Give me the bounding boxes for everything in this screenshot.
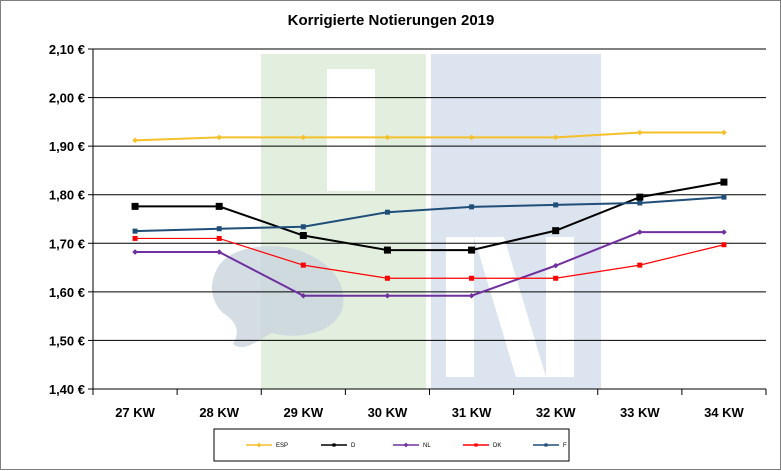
x-tick-label: 34 KW xyxy=(704,405,744,420)
y-axis-ticks: 2,10 € 2,00 € 1,90 € 1,80 € 1,70 € 1,60 € 1,50… xyxy=(49,42,85,397)
series-nl xyxy=(132,229,727,299)
data-point xyxy=(132,249,138,255)
data-point xyxy=(468,246,476,254)
data-point xyxy=(332,443,336,447)
data-point xyxy=(468,134,475,141)
legend-label: DK xyxy=(493,443,501,449)
x-axis-ticks: 27 KW 28 KW 29 KW 30 KW 31 KW 32 KW 33 KW 34 KW xyxy=(115,405,744,420)
x-tick-label: 28 KW xyxy=(199,405,239,420)
legend-item-esp: ESP xyxy=(246,442,288,449)
data-point xyxy=(552,134,559,141)
series-lines xyxy=(131,129,728,299)
legend: ESP D NL DK F xyxy=(213,428,570,462)
legend-label: NL xyxy=(423,443,431,449)
y-tick-label: 1,70 € xyxy=(49,236,85,251)
x-tick-label: 29 KW xyxy=(283,405,323,420)
legend-item-nl: NL xyxy=(393,442,431,449)
data-point xyxy=(637,262,643,268)
data-point xyxy=(216,235,222,241)
data-point xyxy=(384,209,390,215)
data-point xyxy=(216,249,222,255)
data-point xyxy=(544,443,548,447)
data-point xyxy=(468,292,475,299)
series-line xyxy=(135,196,725,233)
legend-label: D xyxy=(351,443,356,449)
data-point xyxy=(384,292,391,299)
series-esp xyxy=(132,129,727,144)
data-point xyxy=(552,227,560,235)
grid-lines xyxy=(93,48,766,390)
data-point xyxy=(474,443,478,447)
data-point xyxy=(637,200,643,206)
data-point xyxy=(403,442,409,448)
data-point xyxy=(637,129,643,136)
series-f xyxy=(132,194,727,234)
series-line xyxy=(135,131,724,142)
data-point xyxy=(383,246,391,254)
watermark-logo xyxy=(211,54,601,389)
x-tick-label: 33 KW xyxy=(620,405,660,420)
data-point xyxy=(721,229,727,235)
data-point xyxy=(384,134,391,141)
data-point xyxy=(300,262,306,268)
data-point xyxy=(721,129,727,136)
y-tick-label: 1,90 € xyxy=(49,139,85,154)
legend-item-d: D xyxy=(321,443,356,449)
data-point xyxy=(215,202,223,210)
x-tick-label: 32 KW xyxy=(536,405,576,420)
data-point xyxy=(636,193,644,201)
data-point xyxy=(131,202,139,210)
x-tick-label: 31 KW xyxy=(452,405,492,420)
data-point xyxy=(384,275,390,281)
data-point xyxy=(721,242,727,248)
y-tick-label: 2,00 € xyxy=(49,91,85,106)
x-tick-label: 27 KW xyxy=(115,405,155,420)
data-point xyxy=(469,275,475,281)
legend-label: ESP xyxy=(276,443,288,449)
data-point xyxy=(300,292,307,299)
y-tick-label: 1,60 € xyxy=(49,285,85,300)
data-point xyxy=(132,137,138,144)
data-point xyxy=(637,229,643,235)
data-point xyxy=(300,134,307,141)
y-tick-label: 1,80 € xyxy=(49,188,85,203)
data-point xyxy=(216,226,222,232)
series-line xyxy=(135,237,725,279)
series-line xyxy=(135,231,724,297)
axes xyxy=(88,48,767,395)
series-dk xyxy=(132,235,727,281)
data-point xyxy=(132,235,138,241)
legend-label: F xyxy=(563,443,567,449)
data-point xyxy=(721,194,727,200)
data-point xyxy=(256,442,262,448)
legend-item-dk: DK xyxy=(463,443,501,449)
data-point xyxy=(553,202,559,208)
data-point xyxy=(132,228,138,234)
series-d xyxy=(131,178,728,254)
data-point xyxy=(553,275,559,281)
x-tick-label: 30 KW xyxy=(368,405,408,420)
data-point xyxy=(216,134,222,141)
data-point xyxy=(469,204,475,210)
legend-item-f: F xyxy=(533,443,567,449)
data-point xyxy=(299,232,307,240)
data-point xyxy=(552,262,559,269)
y-tick-label: 1,40 € xyxy=(49,382,85,397)
chart-title: Korrigierte Notierungen 2019 xyxy=(288,12,495,29)
data-point xyxy=(300,224,306,230)
y-tick-label: 2,10 € xyxy=(49,42,85,57)
y-tick-label: 1,50 € xyxy=(49,333,85,348)
data-point xyxy=(720,178,728,186)
